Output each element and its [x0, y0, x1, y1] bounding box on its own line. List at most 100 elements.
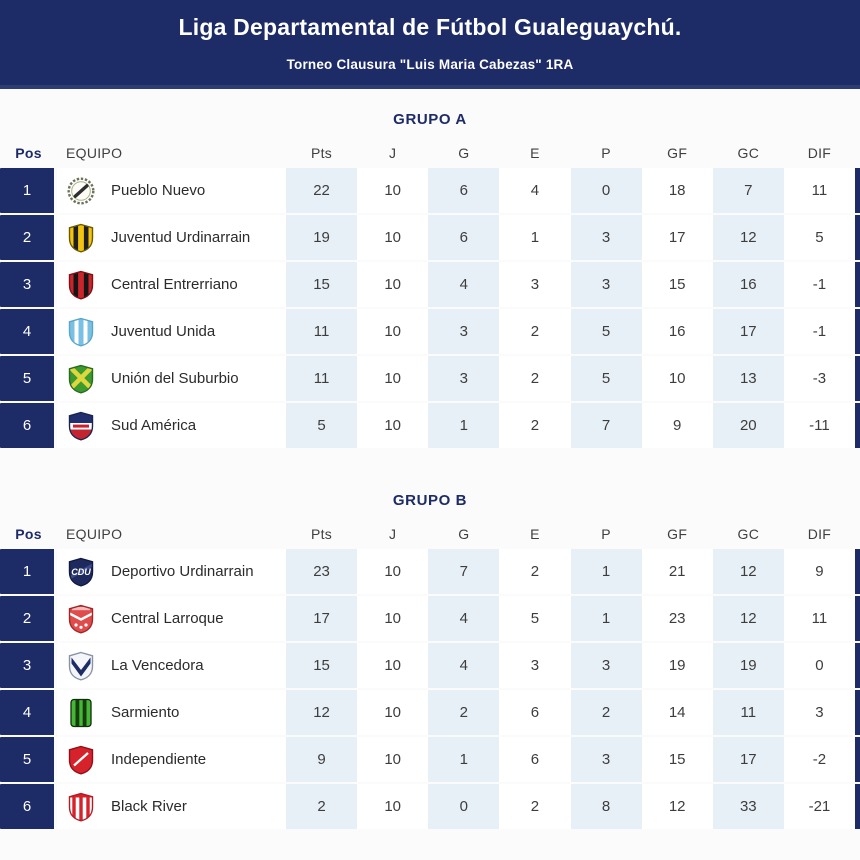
independiente-crest-icon — [66, 745, 96, 775]
header-edge-spacer — [855, 138, 860, 168]
column-header-row: Pos EQUIPO Pts J G E P GF GC DIF — [0, 138, 860, 168]
stat-e: 5 — [499, 596, 571, 641]
column-header-gf: GF — [667, 145, 688, 161]
team-name: Central Larroque — [111, 610, 224, 627]
cropped-next-table-edge — [855, 643, 860, 688]
stat-dif: -1 — [783, 262, 855, 307]
stat-dif: 3 — [783, 690, 855, 735]
app-header: Liga Departamental de Fútbol Gualeguaych… — [0, 0, 860, 89]
stat-gc: 12 — [712, 549, 784, 594]
stat-e: 2 — [499, 784, 571, 829]
stat-e: 6 — [499, 737, 571, 782]
stat-gf: 21 — [641, 549, 713, 594]
team-name: Sarmiento — [111, 704, 180, 721]
stat-j: 10 — [357, 643, 429, 688]
stat-g: 0 — [428, 784, 500, 829]
stat-e: 4 — [499, 168, 571, 213]
stat-j: 10 — [357, 262, 429, 307]
stat-gf: 12 — [641, 784, 713, 829]
stat-gf: 16 — [641, 309, 713, 354]
stat-gc: 7 — [712, 168, 784, 213]
team-name: Juventud Unida — [111, 323, 216, 340]
column-header-gc: GC — [737, 526, 760, 542]
stat-pts: 17 — [286, 596, 358, 641]
stat-j: 10 — [357, 690, 429, 735]
column-header-p: P — [601, 526, 611, 542]
position-cell: 2 — [0, 596, 57, 641]
sud-america-crest-icon — [66, 411, 96, 441]
column-header-pts: Pts — [310, 145, 333, 161]
group-title: GRUPO B — [392, 492, 468, 509]
position-cell: 5 — [0, 356, 57, 401]
page-title: Liga Departamental de Fútbol Gualeguaych… — [178, 14, 682, 40]
stat-dif: -3 — [783, 356, 855, 401]
stat-gf: 15 — [641, 737, 713, 782]
column-header-equipo: EQUIPO — [66, 145, 123, 161]
sarmiento-crest-icon — [66, 698, 96, 728]
stat-g: 4 — [428, 596, 500, 641]
stat-g: 4 — [428, 643, 500, 688]
team-name: Sud América — [111, 417, 197, 434]
stat-gf: 9 — [641, 403, 713, 448]
column-header-row: Pos EQUIPO Pts J G E P GF GC DIF — [0, 519, 860, 549]
cropped-next-table-edge — [855, 690, 860, 735]
groups-container: GRUPO A Pos EQUIPO Pts J G E P GF GC DIF 1 Pueblo Nu… — [0, 111, 860, 829]
column-header-pos: Pos — [15, 145, 42, 161]
stat-e: 6 — [499, 690, 571, 735]
stat-dif: -1 — [783, 309, 855, 354]
stat-dif: -11 — [783, 403, 855, 448]
team-name: Independiente — [111, 751, 207, 768]
stat-p: 3 — [570, 215, 642, 260]
stat-g: 7 — [428, 549, 500, 594]
team-name: Pueblo Nuevo — [111, 182, 206, 199]
team-cell: CDU Deportivo Urdinarrain — [57, 549, 286, 594]
stat-j: 10 — [357, 403, 429, 448]
column-header-dif: DIF — [807, 526, 832, 542]
team-cell: Central Entrerriano — [57, 262, 286, 307]
juventud-unida-crest-icon — [66, 317, 96, 347]
column-header-dif: DIF — [807, 145, 832, 161]
stat-j: 10 — [357, 309, 429, 354]
svg-text:CDU: CDU — [71, 567, 91, 577]
stat-j: 10 — [357, 215, 429, 260]
team-cell: Black River — [57, 784, 286, 829]
stat-g: 4 — [428, 262, 500, 307]
position-cell: 2 — [0, 215, 57, 260]
stat-e: 3 — [499, 262, 571, 307]
stat-gc: 33 — [712, 784, 784, 829]
stat-p: 3 — [570, 262, 642, 307]
stat-j: 10 — [357, 356, 429, 401]
team-cell: Juventud Unida — [57, 309, 286, 354]
team-row: 5 Independiente 9 10 1 6 3 15 17 -2 — [0, 737, 860, 782]
stat-dif: 0 — [783, 643, 855, 688]
column-header-gc: GC — [737, 145, 760, 161]
stat-gc: 13 — [712, 356, 784, 401]
stat-e: 2 — [499, 356, 571, 401]
stat-g: 3 — [428, 309, 500, 354]
group-section-a: GRUPO A Pos EQUIPO Pts J G E P GF GC DIF 1 Pueblo Nu… — [0, 111, 860, 448]
stat-gf: 23 — [641, 596, 713, 641]
stat-gf: 18 — [641, 168, 713, 213]
stat-p: 5 — [570, 356, 642, 401]
central-entrerriano-crest-icon — [66, 270, 96, 300]
stat-j: 10 — [357, 549, 429, 594]
stat-p: 5 — [570, 309, 642, 354]
cropped-next-table-edge — [855, 549, 860, 594]
team-row: 5 Unión del Suburbio 11 10 3 2 5 10 13 -3 — [0, 356, 860, 401]
team-row: 6 Sud América 5 10 1 2 7 9 20 -11 — [0, 403, 860, 448]
union-del-suburbio-crest-icon — [66, 364, 96, 394]
column-header-j: J — [389, 526, 397, 542]
stat-gf: 10 — [641, 356, 713, 401]
stat-p: 7 — [570, 403, 642, 448]
stat-pts: 5 — [286, 403, 358, 448]
team-cell: Central Larroque — [57, 596, 286, 641]
column-header-equipo: EQUIPO — [66, 526, 123, 542]
cropped-next-table-edge — [855, 356, 860, 401]
team-cell: La Vencedora — [57, 643, 286, 688]
stat-g: 3 — [428, 356, 500, 401]
stat-gc: 12 — [712, 596, 784, 641]
stat-p: 3 — [570, 737, 642, 782]
stat-gc: 17 — [712, 309, 784, 354]
team-row: 4 Juventud Unida 11 10 3 2 5 16 17 -1 — [0, 309, 860, 354]
team-row: 1 Pueblo Nuevo 22 10 6 4 0 18 7 11 — [0, 168, 860, 213]
